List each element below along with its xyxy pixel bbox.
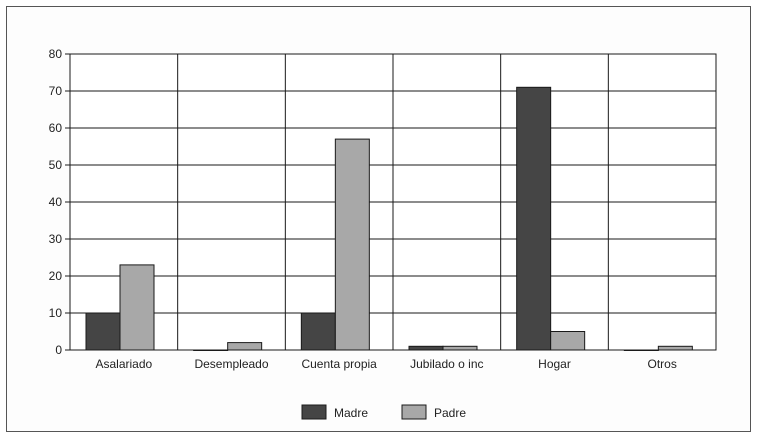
y-tick-label: 70: [49, 84, 63, 98]
x-category-label: Hogar: [538, 357, 571, 371]
y-tick-label: 0: [55, 343, 62, 357]
bar-madre-5: [623, 349, 659, 351]
bar-madre-2: [300, 312, 336, 351]
bar-padre-3: [442, 345, 478, 351]
bar-madre-3: [408, 345, 444, 351]
bar-madre-4: [516, 86, 552, 351]
y-tick-label: 20: [49, 269, 63, 283]
legend-swatch-madre: [301, 404, 327, 420]
bar-padre-4: [550, 331, 586, 351]
x-category-label: Jubilado o inc: [410, 357, 483, 371]
bar-padre-1: [227, 342, 263, 351]
bar-padre-0: [119, 264, 155, 351]
x-category-label: Otros: [647, 357, 676, 371]
x-category-label: Cuenta propia: [301, 357, 377, 371]
y-tick-label: 50: [49, 158, 63, 172]
y-tick-label: 40: [49, 195, 63, 209]
legend-label-madre: Madre: [334, 406, 368, 420]
y-tick-label: 30: [49, 232, 63, 246]
y-tick-label: 80: [49, 47, 63, 61]
bar-madre-1: [193, 349, 229, 351]
y-tick-label: 60: [49, 121, 63, 135]
x-category-label: Asalariado: [95, 357, 152, 371]
x-category-label: Desempleado: [194, 357, 268, 371]
plot-border: [69, 53, 717, 351]
bar-padre-2: [334, 138, 370, 351]
bar-madre-0: [85, 312, 121, 351]
y-tick-label: 10: [49, 306, 63, 320]
legend-label-padre: Padre: [434, 406, 466, 420]
legend-swatch-padre: [401, 404, 427, 420]
bar-padre-5: [657, 345, 693, 351]
